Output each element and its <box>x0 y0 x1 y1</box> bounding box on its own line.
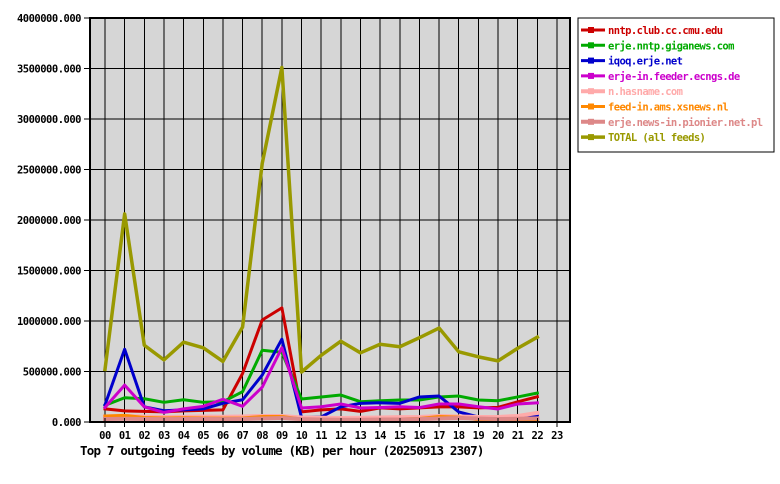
legend-marker-icon <box>588 88 594 95</box>
x-tick-label: 04 <box>178 430 190 442</box>
x-tick-label: 00 <box>99 430 111 442</box>
x-tick-label: 13 <box>355 430 367 442</box>
x-tick-label: 02 <box>138 430 150 442</box>
legend-box <box>577 17 775 153</box>
x-tick-label: 19 <box>473 430 485 442</box>
plot-root: 00 01 02 03 04 05 06 07 08 09 10 11 12 13 14 15 16 17 18 19… <box>17 13 775 442</box>
x-tick-label: 09 <box>276 430 288 442</box>
legend-label: erje-in.feeder.ecngs.de <box>608 71 740 83</box>
x-tick-label: 14 <box>374 430 386 442</box>
y-tick-label: 3000000.000 <box>17 114 81 126</box>
series-line-erje-nntp-giganews-com <box>103 348 540 408</box>
x-tick-label: 12 <box>335 430 347 442</box>
legend-label: feed-in.ams.xsnews.nl <box>608 102 728 114</box>
legend-marker-icon <box>588 103 594 110</box>
y-tick-label: 2000000.000 <box>17 215 81 227</box>
legend-label: iqoq.erje.net <box>608 56 683 68</box>
y-tick-label: 500000.000 <box>23 367 81 379</box>
x-tick-label: 06 <box>217 430 229 442</box>
y-tick-label: 1000000.000 <box>17 316 81 328</box>
legend-marker-icon <box>588 57 594 64</box>
legend-marker-icon <box>588 118 594 125</box>
series-line-erje-in-feeder-ecngs-de <box>102 346 539 414</box>
legend-label: erje.news-in.pionier.net.pl <box>608 117 763 129</box>
legend-label: erje.nntp.giganews.com <box>608 40 734 52</box>
legend-label: nntp.club.cc.cmu.edu <box>608 25 723 37</box>
x-tick-label: 21 <box>512 430 524 442</box>
legend-label: TOTAL (all feeds) <box>608 132 705 144</box>
x-tick-label: 03 <box>158 430 170 442</box>
y-tick-label: 1500000.000 <box>17 266 81 278</box>
x-tick-label: 18 <box>453 430 465 442</box>
legend-marker-icon <box>588 134 594 141</box>
legend-marker-icon <box>588 27 594 33</box>
series-line-total-all-feeds- <box>103 65 540 374</box>
y-tick-label: 0.000 <box>52 417 81 429</box>
legend-label: n.hasname.com <box>608 86 683 98</box>
x-tick-label: 22 <box>532 430 544 442</box>
x-tick-label: 01 <box>119 430 131 442</box>
chart-title: Top 7 outgoing feeds by volume (KB) per … <box>80 443 484 458</box>
x-tick-label: 23 <box>551 430 563 442</box>
x-tick-label: 08 <box>256 430 268 442</box>
y-tick-label: 4000000.000 <box>17 13 81 25</box>
x-tick-label: 20 <box>492 430 504 442</box>
x-tick-label: 11 <box>315 430 327 442</box>
x-tick-label: 16 <box>414 430 426 442</box>
legend-marker-icon <box>588 42 594 49</box>
x-tick-label: 17 <box>433 430 445 442</box>
y-tick-label: 3500000.000 <box>17 64 81 76</box>
x-tick-label: 15 <box>394 430 406 442</box>
x-tick-label: 07 <box>237 430 249 442</box>
legend-marker-icon <box>588 72 594 79</box>
y-tick-label: 2500000.000 <box>17 165 81 177</box>
x-tick-label: 10 <box>296 430 308 442</box>
x-tick-label: 05 <box>197 430 209 442</box>
